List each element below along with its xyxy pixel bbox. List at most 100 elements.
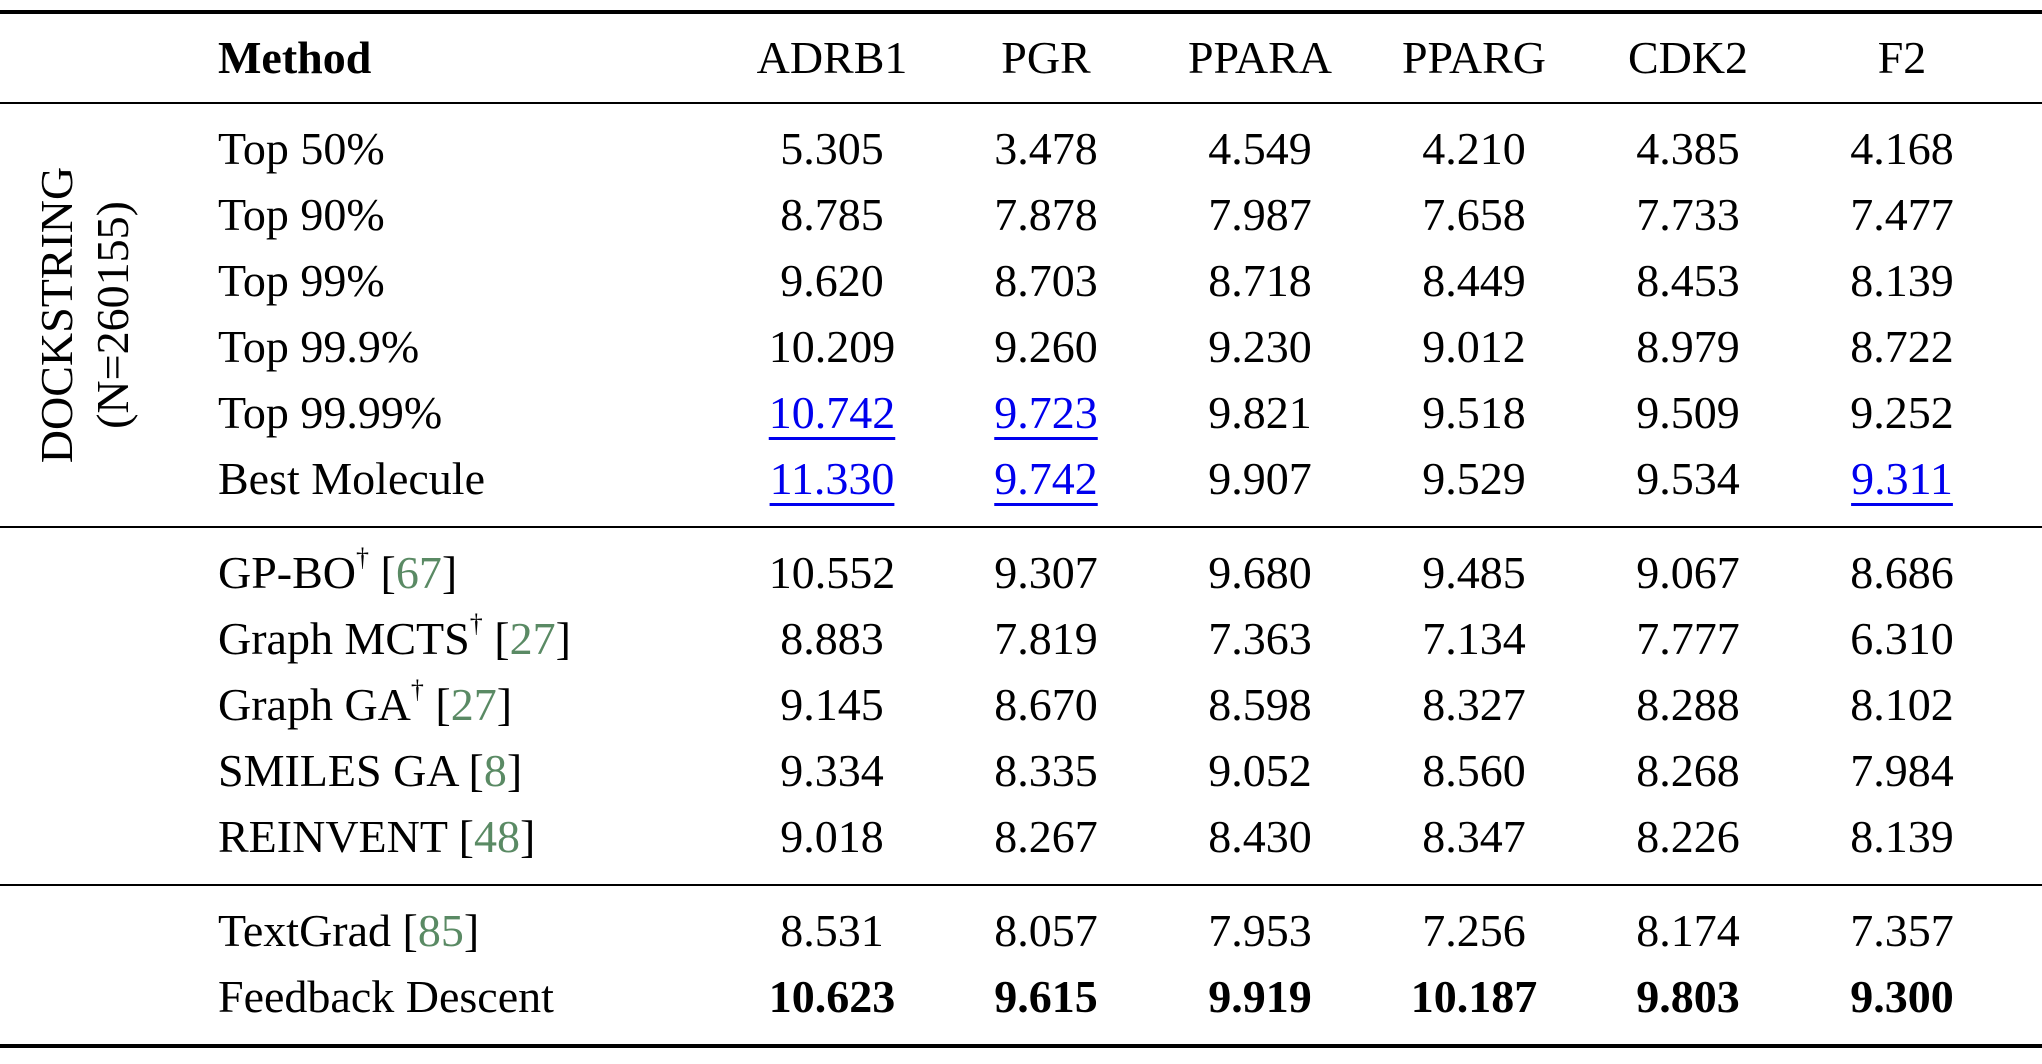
value-cell: 8.453 <box>1581 248 1795 314</box>
citation-bracket-open: [ <box>423 679 451 730</box>
method-cell: Top 90% <box>170 182 725 248</box>
table-row: GP-BO† [67] 10.552 9.307 9.680 9.485 9.067 8.6… <box>0 527 2042 606</box>
value: 9.067 <box>1636 547 1740 598</box>
citation-bracket-close: ] <box>555 613 571 664</box>
method-cell: Graph GA† [27] <box>170 672 725 738</box>
value-cell: 8.226 <box>1581 804 1795 885</box>
value-cell: 8.703 <box>939 248 1153 314</box>
value-cell: 10.623 <box>725 964 939 1046</box>
value-cell: 7.363 <box>1153 606 1367 672</box>
citation-bracket-open: [ <box>482 613 510 664</box>
citation-ref[interactable]: 27 <box>509 613 556 664</box>
value-cell: 9.534 <box>1581 446 1795 527</box>
value: 8.979 <box>1636 321 1740 372</box>
citation-bracket-close: ] <box>519 811 536 862</box>
method-name: Top 99% <box>218 255 385 306</box>
citation-ref[interactable]: 85 <box>417 905 464 956</box>
table-row: REINVENT [48] 9.018 8.267 8.430 8.347 8.226 8.… <box>0 804 2042 885</box>
col-header-f2: F2 <box>1877 32 1927 83</box>
value: 7.256 <box>1422 905 1526 956</box>
filler-cell <box>2009 12 2042 103</box>
value-cell: 10.742 <box>725 380 939 446</box>
value-cell: 9.518 <box>1367 380 1581 446</box>
value: 8.347 <box>1422 811 1526 862</box>
value-cell: 7.878 <box>939 182 1153 248</box>
value: 8.453 <box>1636 255 1740 306</box>
value: 8.560 <box>1422 745 1526 796</box>
value-cell: 9.311 <box>1795 446 2009 527</box>
table-row: Top 99.9% 10.209 9.260 9.230 9.012 8.979 8.722 <box>0 314 2042 380</box>
value: 9.052 <box>1208 745 1312 796</box>
best-result-value: 9.615 <box>994 971 1098 1022</box>
value-cell: 9.307 <box>939 527 1153 606</box>
table-row: Top 99% 9.620 8.703 8.718 8.449 8.453 8.139 <box>0 248 2042 314</box>
value: 9.260 <box>994 321 1098 372</box>
value-cell: 9.052 <box>1153 738 1367 804</box>
value: 8.531 <box>780 905 884 956</box>
value: 8.267 <box>994 811 1098 862</box>
method-name: TextGrad <box>218 905 392 956</box>
method-name: Graph GA <box>218 679 411 730</box>
value: 9.680 <box>1208 547 1312 598</box>
value-cell: 7.987 <box>1153 182 1367 248</box>
citation-bracket-open: [ <box>391 905 418 956</box>
best-known-value: 9.311 <box>1851 453 1953 504</box>
best-known-value: 11.330 <box>769 453 895 504</box>
col-header-cdk2: CDK2 <box>1627 32 1749 83</box>
method-cell: Top 50% <box>170 103 725 182</box>
value: 8.288 <box>1636 679 1740 730</box>
table-row: Feedback Descent 10.623 9.615 9.919 10.187 9.… <box>0 964 2042 1046</box>
value-cell: 7.984 <box>1795 738 2009 804</box>
value: 9.620 <box>780 255 884 306</box>
value: 9.518 <box>1422 387 1526 438</box>
citation-ref[interactable]: 8 <box>483 745 507 796</box>
corner-cell <box>0 12 170 103</box>
value-cell: 3.478 <box>939 103 1153 182</box>
value: 8.785 <box>780 189 884 240</box>
value: 7.953 <box>1208 905 1312 956</box>
value-cell: 4.210 <box>1367 103 1581 182</box>
value-cell: 9.742 <box>939 446 1153 527</box>
empty-cell <box>0 527 170 885</box>
citation-bracket-close: ] <box>506 745 523 796</box>
value: 7.658 <box>1422 189 1526 240</box>
value-cell: 8.449 <box>1367 248 1581 314</box>
method-name: Top 99.9% <box>218 321 420 372</box>
citation-ref[interactable]: 67 <box>395 547 442 598</box>
value: 8.139 <box>1850 255 1954 306</box>
table-row: Best Molecule 11.330 9.742 9.907 9.529 9.534 9… <box>0 446 2042 527</box>
value-cell: 9.334 <box>725 738 939 804</box>
best-known-value: 10.742 <box>768 387 896 438</box>
value: 7.733 <box>1636 189 1740 240</box>
method-name: SMILES GA <box>218 745 457 796</box>
value: 10.552 <box>768 547 896 598</box>
value: 9.509 <box>1636 387 1740 438</box>
value-cell: 9.723 <box>939 380 1153 446</box>
value-cell: 8.718 <box>1153 248 1367 314</box>
value-cell: 8.686 <box>1795 527 2009 606</box>
table-header: Method ADRB1 PGR PPARA PPARG CDK2 F2 <box>0 12 2042 103</box>
value: 7.363 <box>1208 613 1312 664</box>
citation-bracket-open: [ <box>447 811 474 862</box>
value-cell: 9.919 <box>1153 964 1367 1046</box>
best-result-value: 9.919 <box>1208 971 1312 1022</box>
value-cell: 8.102 <box>1795 672 2009 738</box>
method-cell: Top 99.9% <box>170 314 725 380</box>
citation-ref[interactable]: 27 <box>450 679 497 730</box>
value-cell: 8.335 <box>939 738 1153 804</box>
dataset-group-label-text: DOCKSTRING (N=260155) <box>29 167 141 463</box>
docking-results-table: Method ADRB1 PGR PPARA PPARG CDK2 F2 DOC… <box>0 10 2042 1048</box>
value-cell: 8.139 <box>1795 804 2009 885</box>
value-cell: 8.347 <box>1367 804 1581 885</box>
value-cell: 10.209 <box>725 314 939 380</box>
citation-ref[interactable]: 48 <box>473 811 520 862</box>
value: 8.327 <box>1422 679 1526 730</box>
value-cell: 8.057 <box>939 885 1153 964</box>
empty-cell <box>0 885 170 1046</box>
value-cell: 4.549 <box>1153 103 1367 182</box>
filler-cell <box>2009 527 2042 885</box>
value: 8.883 <box>780 613 884 664</box>
value-cell: 9.680 <box>1153 527 1367 606</box>
filler-cell <box>2009 885 2042 1046</box>
value-cell: 8.979 <box>1581 314 1795 380</box>
